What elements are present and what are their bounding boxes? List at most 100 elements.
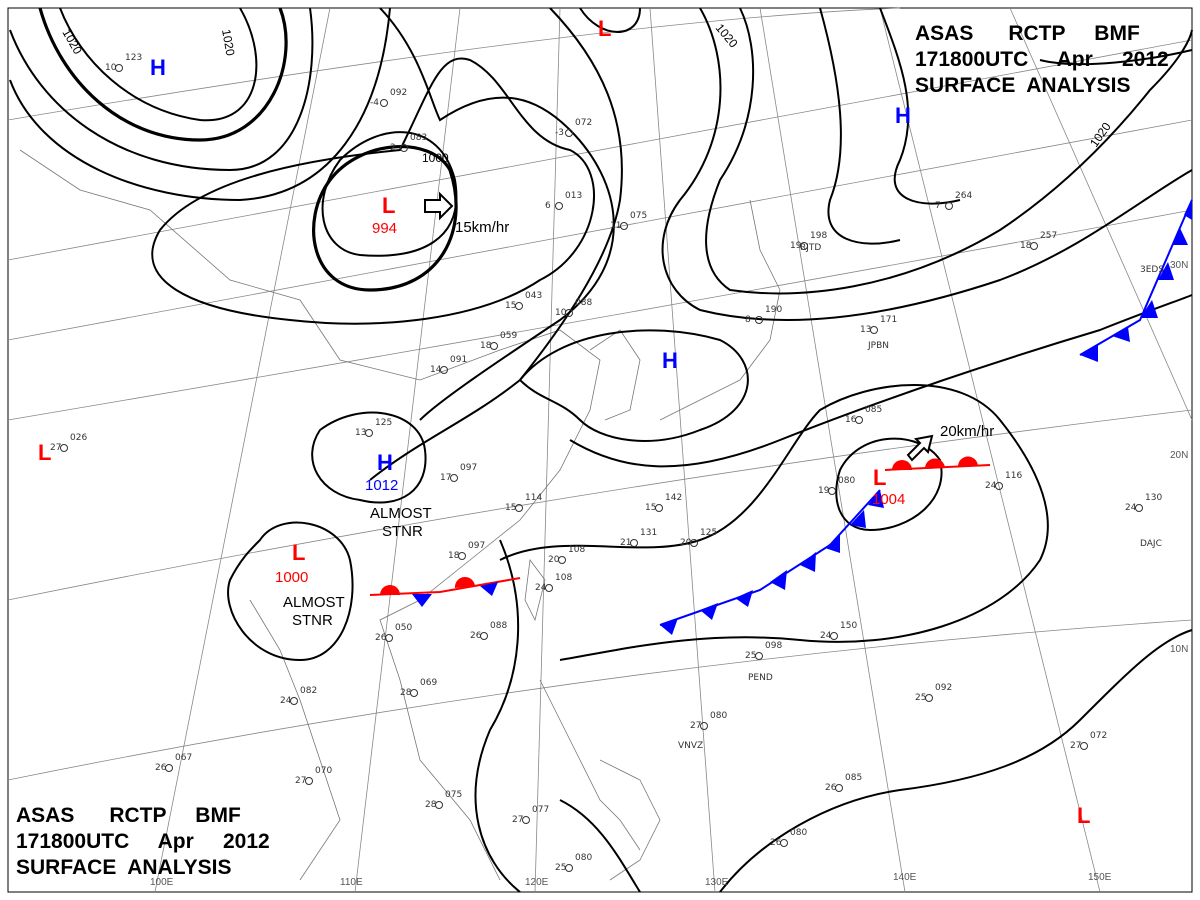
station-pressure: 097: [460, 463, 477, 473]
station-temperature: 24: [1125, 503, 1137, 513]
station-id: 3EDS: [1140, 265, 1164, 275]
station-temperature: 13: [860, 325, 871, 335]
station-marker-icon: [835, 784, 843, 792]
station-temperature: 27: [295, 776, 306, 786]
station-marker-icon: [830, 632, 838, 640]
station-id: VNVZ: [678, 741, 703, 751]
station-temperature: 27: [690, 721, 701, 731]
station-marker-icon: [545, 584, 553, 592]
stationary-label: STNR: [292, 612, 333, 629]
warm-front-1: [884, 456, 991, 471]
station-pressure: 075: [445, 790, 462, 800]
title-line3: SURFACE ANALYSIS: [915, 74, 1131, 97]
station-pressure: 198: [810, 231, 827, 241]
station-marker-icon: [555, 202, 563, 210]
station-temperature: 2: [390, 143, 396, 153]
station-marker-icon: [755, 316, 763, 324]
station-temperature: 19: [790, 241, 802, 251]
station-temperature: 28: [425, 800, 437, 810]
station-pressure: 123: [125, 53, 142, 63]
station-temperature: 26: [825, 783, 837, 793]
stationary-label: STNR: [382, 523, 423, 540]
station-marker-icon: [385, 634, 393, 642]
low-pressure-center: L: [1077, 803, 1090, 828]
low-pressure-center: L: [873, 465, 886, 490]
station-marker-icon: [855, 416, 863, 424]
station-id: RJTD: [800, 243, 821, 253]
station-marker-icon: [480, 632, 488, 640]
station-marker-icon: [450, 474, 458, 482]
station-marker-icon: [565, 864, 573, 872]
cold-front-2: [1079, 198, 1193, 362]
station-pressure: 264: [955, 191, 972, 201]
low-pressure-value: 1000: [275, 569, 308, 586]
station-temperature: 24: [820, 631, 832, 641]
station-pressure: 131: [640, 528, 657, 538]
station-id: DAJC: [1140, 539, 1162, 549]
station-marker-icon: [165, 764, 173, 772]
station-temperature: 19: [818, 486, 830, 496]
stationary-label: ALMOST: [283, 594, 345, 611]
low-pressure-center: L: [382, 193, 395, 218]
station-pressure: 108: [568, 545, 585, 555]
station-pressure: 067: [175, 753, 192, 763]
station-temperature: 18: [1020, 241, 1032, 251]
isobar-label: 1020: [59, 27, 85, 57]
station-temperature: 20: [680, 538, 692, 548]
station-pressure: 130: [1145, 493, 1162, 503]
isobar-label: 1020: [713, 21, 741, 51]
station-marker-icon: [458, 552, 466, 560]
station-pressure: 171: [880, 315, 897, 325]
station-marker-icon: [290, 697, 298, 705]
high-pressure-center: H: [150, 55, 166, 80]
stationary-label: ALMOST: [370, 505, 432, 522]
station-temperature: 16: [845, 415, 857, 425]
station-marker-icon: [515, 302, 523, 310]
station-pressure: 085: [865, 405, 882, 415]
title-line2-bottom: 171800UTC Apr 2012: [16, 830, 270, 853]
station-pressure: 257: [1040, 231, 1057, 241]
station-marker-icon: [755, 652, 763, 660]
station-temperature: -3: [555, 128, 564, 138]
lon-label: 120E: [525, 877, 549, 888]
station-marker-icon: [565, 309, 573, 317]
station-temperature: 24: [535, 583, 547, 593]
title-line1-bottom: ASAS RCTP BMF: [16, 804, 241, 827]
station-pressure: 080: [710, 711, 727, 721]
motion-speed-label: 15km/hr: [455, 219, 509, 236]
station-pressure: 142: [665, 493, 682, 503]
station-pressure: 092: [935, 683, 952, 693]
station-temperature: 13: [355, 428, 366, 438]
station-temperature: 14: [430, 365, 442, 375]
lon-label: 100E: [150, 877, 174, 888]
station-marker-icon: [400, 144, 408, 152]
isobar-label: 1000: [422, 151, 449, 165]
station-pressure: 013: [565, 191, 582, 201]
station-temperature: 27: [50, 443, 61, 453]
station-marker-icon: [410, 689, 418, 697]
high-pressure-value: 1012: [365, 477, 398, 494]
station-temperature: 27: [512, 815, 523, 825]
station-marker-icon: [690, 539, 698, 547]
station-pressure: 077: [532, 805, 549, 815]
station-pressure: 125: [700, 528, 717, 538]
station-temperature: 15: [505, 503, 516, 513]
station-temperature: 24: [280, 696, 292, 706]
lat-label: 20N: [1170, 450, 1188, 461]
low-pressure-value: 1004: [872, 491, 905, 508]
station-marker-icon: [490, 342, 498, 350]
station-marker-icon: [925, 694, 933, 702]
station-temperature: 25: [555, 863, 566, 873]
station-pressure: 088: [490, 621, 507, 631]
cold-front-1: [659, 489, 884, 635]
high-pressure-center: H: [662, 348, 678, 373]
title-line2: 171800UTC Apr 2012: [915, 48, 1169, 71]
isobar-label: 1020: [1087, 120, 1114, 150]
station-pressure: 050: [395, 623, 412, 633]
isobars: [9, 7, 1193, 893]
lon-label: 140E: [893, 872, 917, 883]
motion-speed-label: 20km/hr: [940, 423, 994, 440]
station-pressure: 088: [575, 298, 592, 308]
lon-label: 130E: [705, 877, 729, 888]
